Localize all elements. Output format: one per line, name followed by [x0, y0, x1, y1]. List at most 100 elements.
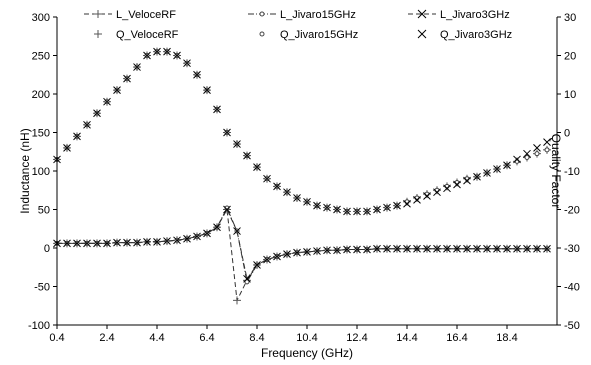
point-q-jivaro3ghz-b	[453, 180, 461, 189]
point-q-jivaro3ghz	[93, 109, 101, 118]
point-l-jivaro3ghz	[113, 238, 121, 247]
point-l-jivaro3ghz-b	[513, 244, 521, 253]
point-q-jivaro3ghz	[323, 203, 331, 212]
point-l-jivaro3ghz-b	[273, 252, 281, 261]
x-tick-label: 10.4	[296, 332, 317, 344]
point-l-jivaro3ghz-b	[283, 250, 291, 259]
point-q-jivaro3ghz-b	[503, 161, 511, 170]
point-q-jivaro3ghz	[143, 51, 151, 60]
point-q-jivaro3ghz-b	[233, 140, 241, 148]
x-tick-label: 2.4	[99, 332, 114, 344]
point-l-jivaro3ghz	[533, 244, 541, 253]
point-l-jivaro3ghz-b	[123, 238, 131, 247]
point-l-jivaro15ghz	[244, 279, 250, 285]
point-q-jivaro3ghz	[83, 120, 91, 129]
point-l-jivaro3ghz	[223, 205, 231, 214]
series-layer	[53, 47, 551, 305]
point-q-jivaro3ghz	[243, 151, 251, 160]
y-left-tick-label: 0	[44, 243, 50, 255]
legend-label: Q_VeloceRF	[116, 29, 179, 41]
point-l-jivaro3ghz-b	[473, 244, 481, 253]
point-q-jivaro3ghz-b	[103, 97, 111, 106]
series-q-jivaro3ghz	[53, 47, 551, 216]
point-l-jivaro3ghz-b	[293, 248, 301, 257]
legend-entry-q-jivaro3ghz: Q_Jivaro3GHz	[417, 29, 512, 41]
point-l-jivaro3ghz-b	[533, 244, 541, 253]
point-q-jivaro3ghz	[203, 86, 211, 95]
point-q-jivaro15ghz-c	[524, 155, 530, 161]
point-q-jivaro3ghz	[523, 149, 531, 158]
point-l-jivaro3ghz-b	[453, 244, 461, 253]
y-right-tick-label: 30	[564, 12, 576, 24]
point-q-jivaro15ghz	[544, 147, 550, 153]
point-l-jivaro3ghz	[493, 244, 501, 253]
point-q-jivaro3ghz	[133, 63, 141, 71]
point-q-jivaro3ghz	[373, 205, 381, 214]
point-l-jivaro3ghz	[153, 237, 161, 246]
point-q-jivaro3ghz-b	[543, 138, 551, 146]
point-l-jivaro3ghz	[283, 250, 291, 259]
point-l-velocerf	[233, 296, 241, 305]
series-line-l-jivaro15ghz	[57, 206, 547, 284]
point-q-jivaro3ghz	[273, 182, 281, 191]
point-q-jivaro3ghz-b	[153, 47, 161, 56]
point-l-jivaro3ghz-b	[263, 255, 271, 264]
point-l-jivaro3ghz-b	[83, 239, 91, 248]
legend-marker-c	[259, 11, 265, 17]
point-l-jivaro3ghz	[453, 244, 461, 253]
point-q-jivaro3ghz	[543, 138, 551, 146]
series-l-velocerf	[53, 205, 551, 305]
legend-entry-l-velocerf: L_VeloceRF	[84, 9, 176, 21]
point-q-jivaro3ghz-b	[203, 86, 211, 95]
legend-entry-q-velocerf: Q_VeloceRF	[94, 29, 179, 41]
legend: L_VeloceRF L_Jivaro15GHz L_Jivaro3GHz Q_Vel…	[84, 9, 512, 41]
point-q-jivaro3ghz	[213, 105, 221, 114]
point-l-jivaro3ghz	[433, 244, 441, 253]
point-l-jivaro3ghz-b	[363, 245, 371, 254]
series-q-velocerf	[53, 47, 551, 216]
point-q-jivaro3ghz	[393, 201, 401, 210]
point-q-jivaro3ghz	[63, 144, 71, 152]
legend-marker	[94, 10, 102, 18]
point-l-jivaro3ghz-b	[63, 239, 71, 248]
point-q-jivaro15ghz	[524, 155, 530, 161]
point-q-jivaro3ghz-b	[213, 105, 221, 114]
point-l-jivaro3ghz-b	[383, 244, 391, 253]
legend-marker-b	[417, 9, 427, 19]
point-q-jivaro3ghz	[473, 172, 481, 181]
legend-entry-l-jivaro15ghz: L_Jivaro15GHz	[248, 9, 356, 21]
point-q-jivaro3ghz	[453, 180, 461, 189]
point-q-jivaro3ghz	[363, 207, 371, 216]
y-left-tick-label: 300	[32, 12, 50, 24]
point-l-jivaro3ghz-b	[243, 274, 251, 283]
x-tick-label: 4.4	[149, 332, 164, 344]
point-q-jivaro3ghz-b	[83, 120, 91, 129]
point-q-jivaro3ghz	[533, 144, 541, 152]
point-q-jivaro3ghz	[353, 207, 361, 216]
legend-entry-q-jivaro15ghz: Q_Jivaro15GHz	[259, 29, 358, 41]
point-q-jivaro3ghz	[153, 47, 161, 56]
point-q-jivaro3ghz-b	[243, 151, 251, 160]
point-l-jivaro3ghz-b	[333, 246, 341, 255]
point-q-jivaro15ghz-c	[544, 147, 550, 153]
x-tick-label: 0.4	[49, 332, 64, 344]
point-l-jivaro3ghz-b	[313, 247, 321, 255]
point-l-jivaro3ghz	[73, 239, 81, 248]
point-q-jivaro3ghz-b	[343, 207, 351, 216]
point-l-jivaro3ghz	[383, 244, 391, 253]
point-l-jivaro3ghz-b	[163, 237, 171, 245]
point-q-jivaro3ghz-b	[533, 144, 541, 152]
point-q-jivaro3ghz	[383, 203, 391, 212]
point-l-jivaro3ghz-b	[113, 238, 121, 247]
y-left-tick-label: -50	[34, 282, 50, 294]
point-l-jivaro3ghz-b	[413, 244, 421, 253]
point-q-jivaro3ghz	[443, 184, 451, 193]
point-q-jivaro3ghz-b	[413, 196, 421, 204]
point-q-jivaro3ghz	[263, 174, 271, 183]
legend-label: L_VeloceRF	[116, 9, 176, 21]
legend-label: Q_Jivaro15GHz	[280, 29, 358, 41]
point-l-jivaro3ghz-b	[403, 244, 411, 253]
legend-marker	[417, 29, 427, 39]
y-right-tick-label: 10	[564, 89, 576, 101]
